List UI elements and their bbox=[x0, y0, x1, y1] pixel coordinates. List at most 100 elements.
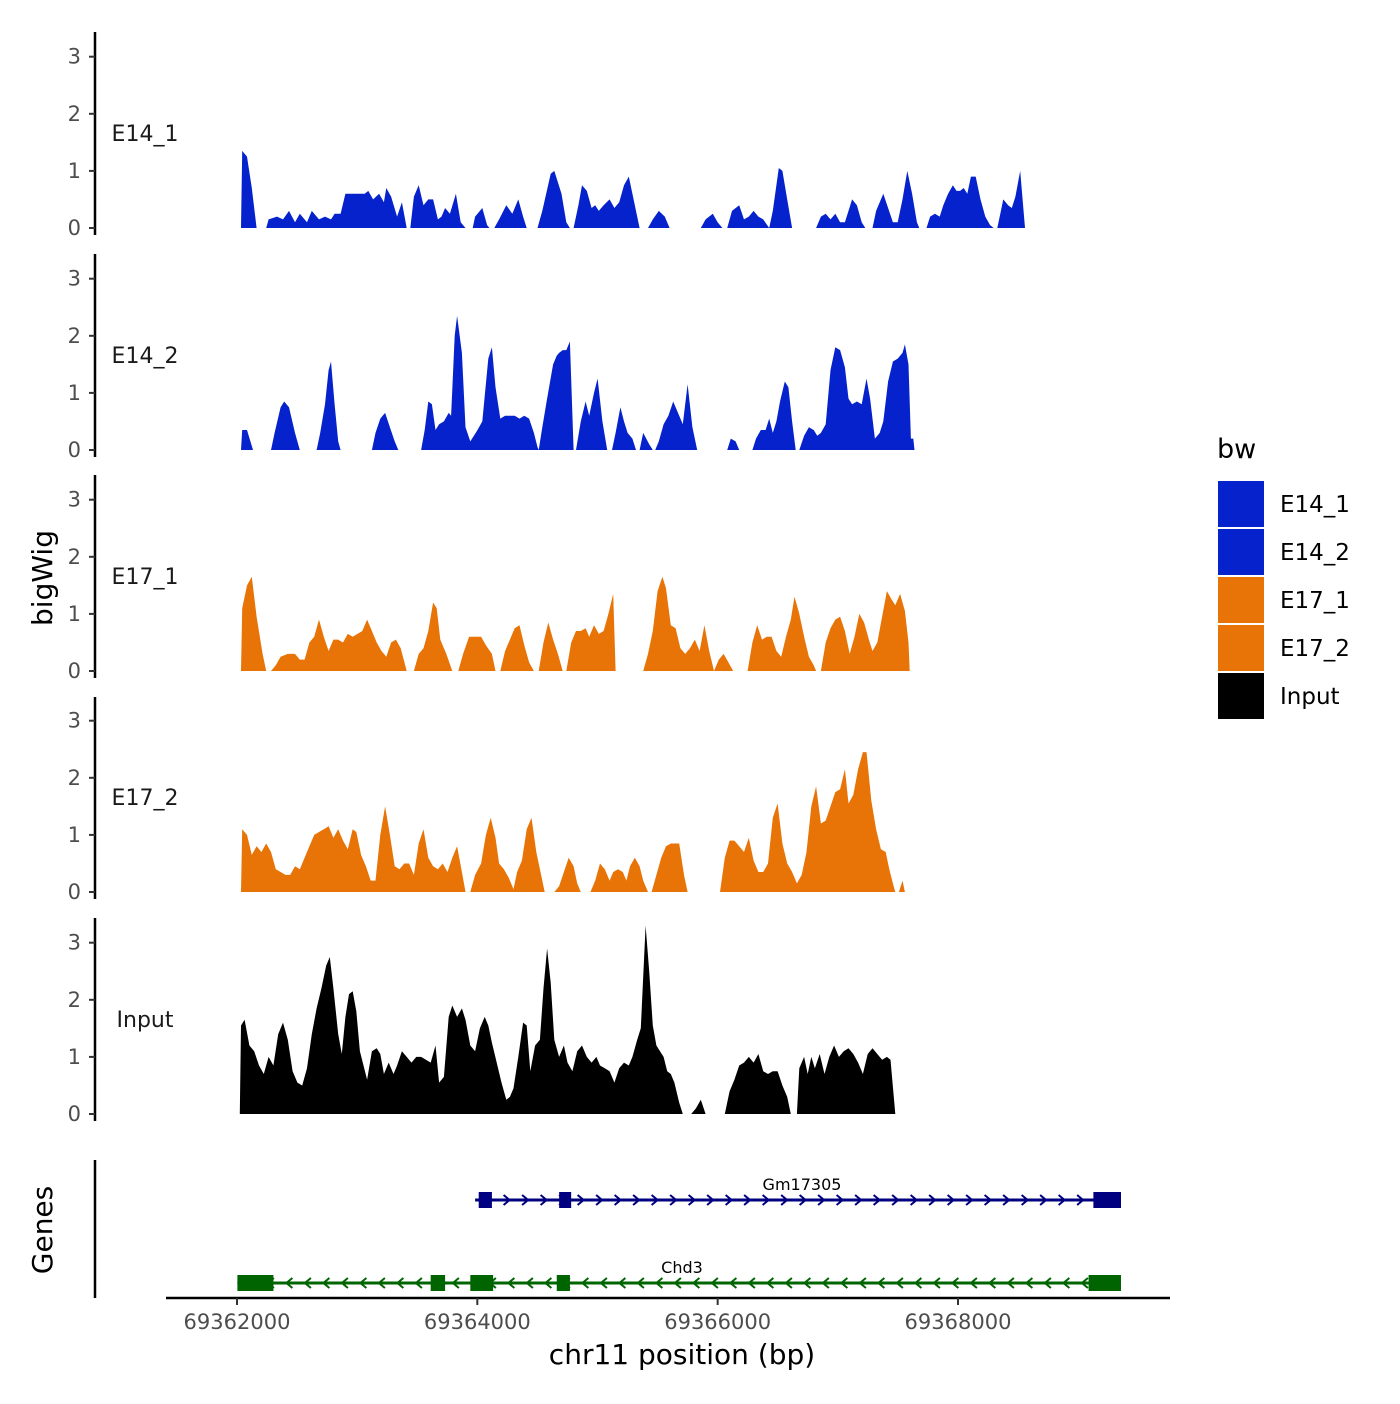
gene-name: Chd3 bbox=[661, 1258, 703, 1277]
strand-arrow bbox=[913, 1277, 923, 1289]
tracks-layer: 0 1 2 3 E14_1 0 1 2 3 E14_2 0 1 2 3 E17_1 0 1 2 3 E17_2 0 1 2 3… bbox=[68, 32, 1025, 1126]
strand-arrow bbox=[340, 1277, 349, 1289]
strand-arrow bbox=[525, 1277, 534, 1289]
x-tick-label: 69362000 bbox=[184, 1310, 291, 1334]
exon bbox=[1102, 1192, 1121, 1208]
x-axis-title: chr11 position (bp) bbox=[549, 1338, 815, 1371]
strand-arrow bbox=[821, 1277, 830, 1289]
genes-layer: Gm17305 Chd3 bbox=[93, 1160, 1121, 1298]
area-series bbox=[241, 150, 1025, 228]
strand-arrow bbox=[576, 1194, 586, 1206]
exon bbox=[1093, 1192, 1103, 1208]
legend-label: E17_1 bbox=[1280, 588, 1350, 614]
strand-arrow bbox=[765, 1277, 775, 1289]
strand-arrow bbox=[761, 1194, 771, 1206]
strand-arrow bbox=[284, 1277, 294, 1289]
strand-arrow bbox=[895, 1277, 904, 1289]
legend-swatch bbox=[1218, 673, 1264, 719]
exon bbox=[556, 1275, 570, 1291]
track-e17-2: 0 1 2 3 E17_2 bbox=[68, 697, 905, 904]
y-tick-label: 2 bbox=[68, 324, 81, 348]
strand-arrow bbox=[669, 1194, 678, 1206]
track-label: E17_2 bbox=[112, 786, 179, 811]
track-label: Input bbox=[117, 1008, 174, 1033]
strand-arrow bbox=[613, 1194, 623, 1206]
strand-arrow bbox=[691, 1277, 701, 1289]
track-e14-1: 0 1 2 3 E14_1 bbox=[68, 32, 1025, 240]
strand-arrow bbox=[854, 1194, 863, 1206]
strand-arrow bbox=[858, 1277, 867, 1289]
gene-chd3: Chd3 bbox=[237, 1258, 1121, 1291]
strand-arrow bbox=[747, 1277, 756, 1289]
exon bbox=[478, 1192, 492, 1208]
strand-arrow bbox=[636, 1277, 645, 1289]
x-tick-label: 69366000 bbox=[664, 1310, 771, 1334]
strand-arrow bbox=[969, 1277, 978, 1289]
genes-axis-title: Genes bbox=[26, 1186, 59, 1274]
y-tick-label: 2 bbox=[68, 102, 81, 126]
y-tick-label: 0 bbox=[68, 880, 81, 904]
strand-arrow bbox=[377, 1277, 386, 1289]
strand-arrow bbox=[909, 1194, 919, 1206]
y-tick-label: 2 bbox=[68, 988, 81, 1012]
area-series bbox=[241, 315, 915, 450]
track-label: E14_2 bbox=[112, 344, 179, 369]
strand-arrow bbox=[1006, 1277, 1015, 1289]
y-tick-label: 1 bbox=[68, 1045, 81, 1069]
strand-arrow bbox=[303, 1277, 312, 1289]
exon bbox=[1088, 1275, 1121, 1291]
strand-arrow bbox=[835, 1194, 845, 1206]
legend-label: Input bbox=[1280, 684, 1340, 710]
strand-arrow bbox=[728, 1277, 738, 1289]
track-label: E14_1 bbox=[112, 122, 179, 147]
strand-arrow bbox=[872, 1194, 882, 1206]
strand-arrow bbox=[932, 1277, 941, 1289]
strand-arrow bbox=[784, 1277, 793, 1289]
y-tick-label: 1 bbox=[68, 823, 81, 847]
strand-arrow bbox=[802, 1277, 812, 1289]
strand-arrow bbox=[358, 1277, 368, 1289]
strand-arrow bbox=[414, 1277, 423, 1289]
exon bbox=[237, 1275, 274, 1291]
legend-swatch bbox=[1218, 577, 1264, 623]
area-series bbox=[241, 752, 905, 892]
strand-arrow bbox=[1024, 1277, 1034, 1289]
strand-arrow bbox=[1061, 1277, 1071, 1289]
y-tick-label: 0 bbox=[68, 1102, 81, 1126]
strand-arrow bbox=[451, 1277, 460, 1289]
strand-arrow bbox=[891, 1194, 900, 1206]
x-tick-label: 69368000 bbox=[905, 1310, 1012, 1334]
legend-title: bw bbox=[1217, 434, 1256, 465]
strand-arrow bbox=[395, 1277, 405, 1289]
exon bbox=[559, 1192, 572, 1208]
y-tick-label: 1 bbox=[68, 159, 81, 183]
strand-arrow bbox=[983, 1194, 993, 1206]
strand-arrow bbox=[876, 1277, 886, 1289]
legend: bw E14_1 E14_2 E17_1 E17_2 Input bbox=[1217, 434, 1350, 719]
y-axis-title: bigWig bbox=[26, 530, 59, 626]
y-tick-label: 1 bbox=[68, 381, 81, 405]
legend-swatch bbox=[1218, 481, 1264, 527]
strand-arrow bbox=[617, 1277, 627, 1289]
strand-arrow bbox=[539, 1194, 549, 1206]
strand-arrow bbox=[580, 1277, 590, 1289]
track-e17-1: 0 1 2 3 E17_1 bbox=[68, 475, 910, 683]
legend-label: E14_1 bbox=[1280, 492, 1350, 518]
legend-swatch bbox=[1218, 529, 1264, 575]
x-axis: 69362000 69364000 69366000 69368000 bbox=[166, 1296, 1170, 1334]
y-tick-label: 3 bbox=[68, 267, 81, 291]
strand-arrow bbox=[1076, 1194, 1085, 1206]
legend-label: E14_2 bbox=[1280, 540, 1350, 566]
y-tick-label: 1 bbox=[68, 602, 81, 626]
y-tick-label: 3 bbox=[68, 45, 81, 69]
strand-arrow bbox=[1080, 1277, 1089, 1289]
strand-arrow bbox=[321, 1277, 331, 1289]
exon bbox=[470, 1275, 494, 1291]
strand-arrow bbox=[599, 1277, 608, 1289]
strand-arrow bbox=[1002, 1194, 1011, 1206]
x-tick-label: 69364000 bbox=[424, 1310, 531, 1334]
y-tick-label: 2 bbox=[68, 545, 81, 569]
strand-arrow bbox=[965, 1194, 974, 1206]
